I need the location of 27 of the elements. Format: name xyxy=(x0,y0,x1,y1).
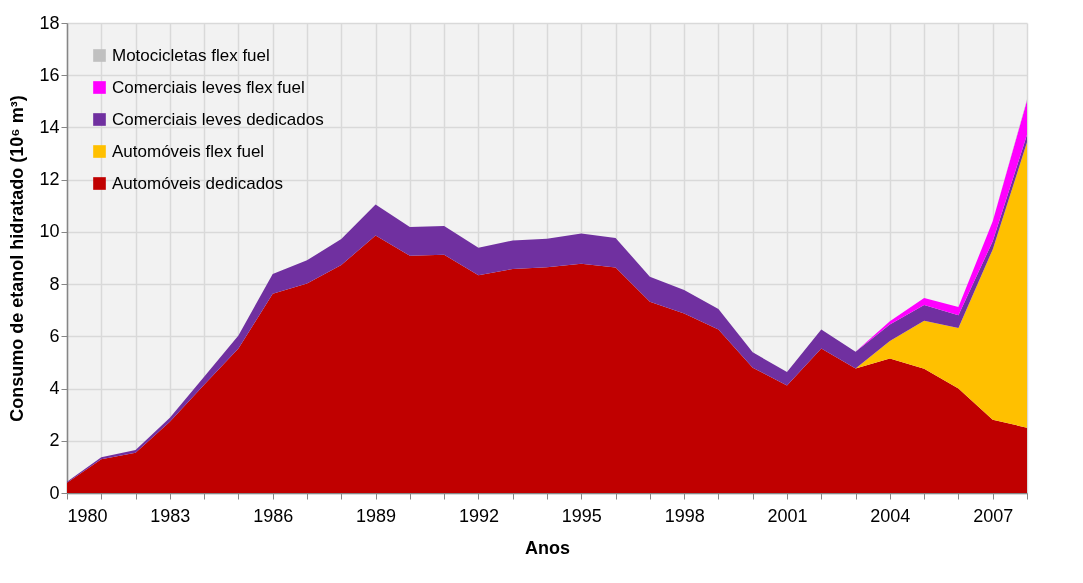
x-tick-label: 2001 xyxy=(767,505,808,526)
legend-label: Automóveis flex fuel xyxy=(112,141,265,161)
y-tick-label: 6 xyxy=(49,325,60,346)
x-tick-label: 1998 xyxy=(664,505,705,526)
y-tick-label: 0 xyxy=(49,482,60,503)
y-tick-label: 12 xyxy=(39,169,60,190)
y-tick-label: 4 xyxy=(49,378,60,399)
x-tick-label: 1983 xyxy=(150,505,191,526)
x-tick-label: 1986 xyxy=(253,505,294,526)
legend-label: Motocicletas flex fuel xyxy=(112,45,270,65)
x-tick-label: 1995 xyxy=(561,505,602,526)
y-tick-label: 14 xyxy=(39,116,60,137)
y-tick-label: 16 xyxy=(39,64,60,85)
x-tick-label: 1980 xyxy=(67,505,108,526)
x-axis-title: Anos xyxy=(525,537,570,558)
x-tick-label: 1992 xyxy=(458,505,499,526)
y-tick-label: 18 xyxy=(39,12,60,33)
y-axis-title: Consumo de etanol hidratado (10⁶ m³) xyxy=(7,95,28,422)
legend-label: Comerciais leves dedicados xyxy=(112,109,324,129)
y-tick-label: 10 xyxy=(39,221,60,242)
y-tick-label: 2 xyxy=(49,430,60,451)
legend-label: Automóveis dedicados xyxy=(112,173,284,193)
x-tick-label: 1989 xyxy=(356,505,397,526)
x-tick-label: 2004 xyxy=(870,505,911,526)
y-tick-label: 8 xyxy=(49,273,60,294)
x-tick-label: 2007 xyxy=(973,505,1014,526)
legend-label: Comerciais leves flex fuel xyxy=(112,77,305,97)
